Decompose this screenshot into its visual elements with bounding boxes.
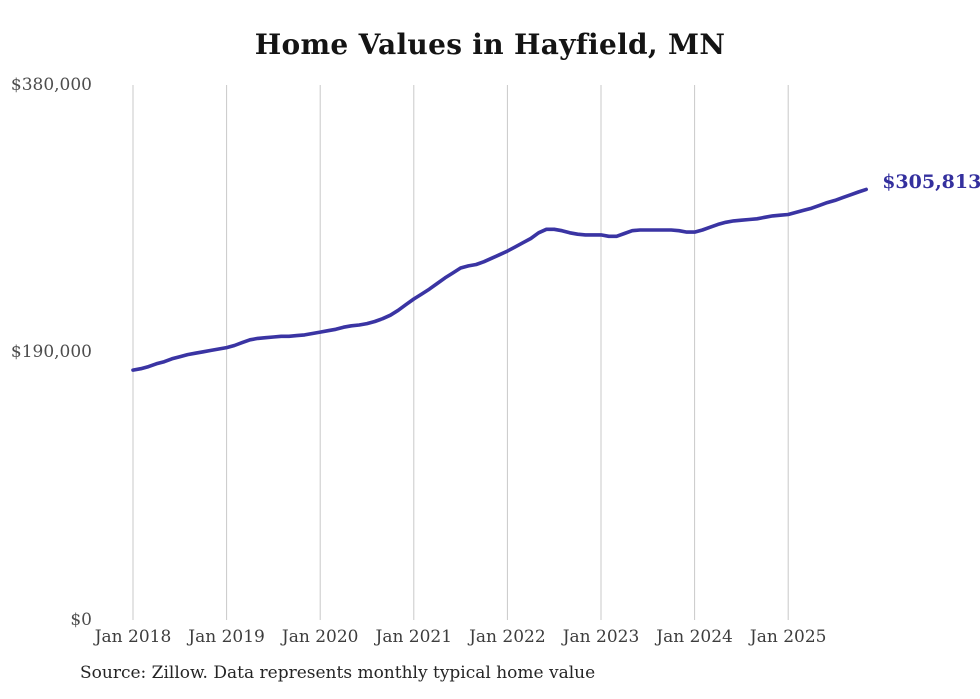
x-axis-tick-label: Jan 2024 <box>656 627 733 647</box>
x-axis-tick-label: Jan 2018 <box>94 627 172 647</box>
y-axis-tick-label-max: $380,000 <box>10 75 92 95</box>
x-axis-tick-label: Jan 2023 <box>562 627 640 647</box>
x-axis-tick-label: Jan 2022 <box>469 627 546 647</box>
source-note: Source: Zillow. Data represents monthly … <box>80 663 596 683</box>
latest-value-label: $305,813 <box>882 171 980 194</box>
x-axis-tick-label: Jan 2020 <box>281 627 359 647</box>
home-value-line <box>131 187 868 372</box>
y-axis-tick-label-zero: $0 <box>70 610 92 630</box>
x-axis-tick-label: Jan 2021 <box>375 627 453 647</box>
y-axis-tick-label-mid: $190,000 <box>10 342 92 362</box>
x-axis-tick-label: Jan 2025 <box>749 627 827 647</box>
chart-title: Home Values in Hayfield, MN <box>254 28 726 61</box>
x-axis-tick-label: Jan 2019 <box>188 627 265 647</box>
